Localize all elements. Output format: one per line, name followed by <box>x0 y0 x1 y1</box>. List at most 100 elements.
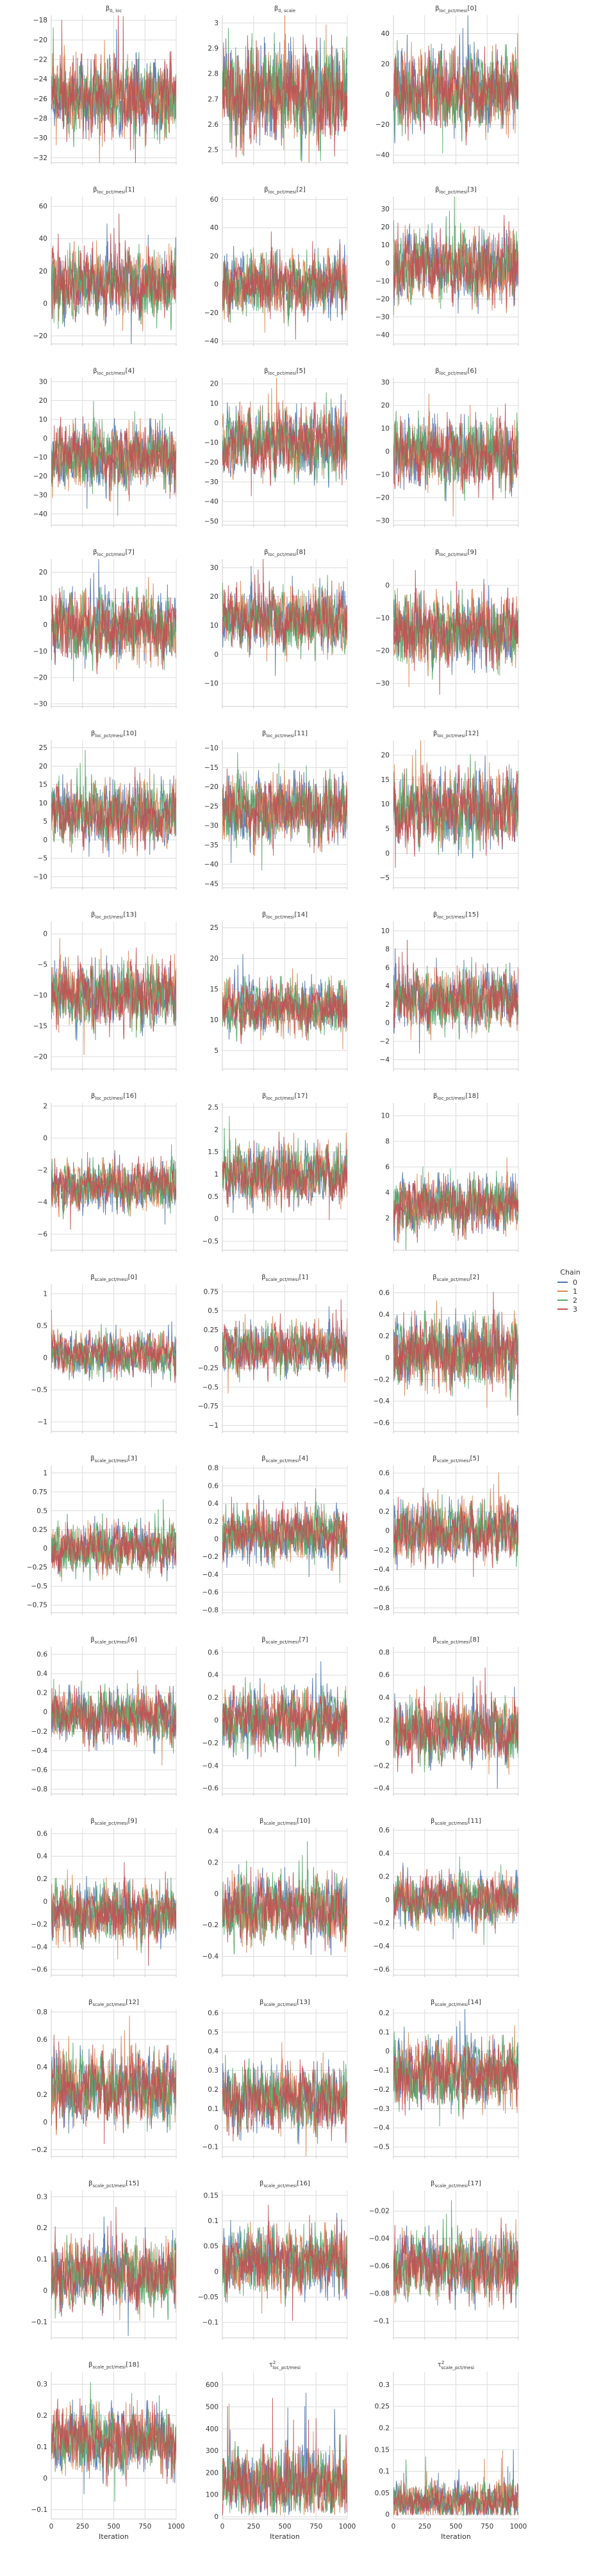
y-tick-label: 0 <box>43 2119 47 2126</box>
trace-lines <box>222 1299 347 1394</box>
y-tick-label: 10 <box>210 1016 218 1024</box>
x-tick-label: 750 <box>138 2523 151 2531</box>
y-tick-label: −15 <box>33 1022 47 1030</box>
panel-title: βloc_pct/mesi [9] <box>435 549 477 557</box>
y-tick-label: 0.75 <box>33 1488 47 1496</box>
panel-title-symbol: β <box>433 911 437 918</box>
y-tick-label: −0.4 <box>202 1762 219 1770</box>
x-tick-label: 750 <box>481 2523 493 2531</box>
panel-title: βscale_pct/mesi [1] <box>261 1274 308 1282</box>
trace-panel: βscale_pct/mesi [8] −0.4 −0.2 0 0.2 0.4 0.6 0.8 <box>374 1636 519 1796</box>
panel-title: βscale_pct/mesi [3] <box>90 1455 137 1463</box>
panel-title-subscript: scale_pct/mesi <box>92 2365 126 2370</box>
y-tick-label: −40 <box>204 498 218 506</box>
y-tick-label: 0 <box>214 2513 218 2521</box>
y-tick-label: −0.2 <box>31 1728 48 1736</box>
panel-title: βloc_pct/mesi [5] <box>264 368 306 376</box>
trace-lines <box>51 2206 176 2336</box>
y-tick-label: 0.75 <box>204 1288 218 1296</box>
y-tick-label: 0 <box>214 1890 218 1898</box>
y-tick-label: 0.4 <box>379 1489 390 1497</box>
panel-title: βloc_pct/mesi [11] <box>262 730 308 738</box>
y-tick-label: −0.06 <box>369 2263 390 2270</box>
x-tick-label: 1000 <box>339 2523 356 2531</box>
x-axis-label: Iteration <box>270 2532 300 2541</box>
panel-title-subscript: loc_pct/mesi <box>95 733 123 738</box>
y-tick-label: 2.6 <box>208 121 218 129</box>
y-tick-label: −1 <box>38 1419 47 1426</box>
panel-title-index: [16] <box>123 1093 136 1100</box>
trace-panel: βscale_pct/mesi [11] −0.6 −0.4 −0.2 0 0.2 0.4 0… <box>374 1818 519 1977</box>
trace-panel: βloc_pct/mesi [8] −10 0 10 20 30 <box>204 549 348 708</box>
legend-title: Chain <box>560 1268 580 1276</box>
trace-lines <box>222 954 347 1050</box>
y-tick-label: −10 <box>33 873 47 881</box>
panel-title: βloc_pct/mesi [14] <box>262 911 308 920</box>
y-tick-label: 0.2 <box>37 2091 47 2099</box>
y-tick-label: 25 <box>210 924 218 932</box>
panel-title: βscale_pct/mesi [7] <box>261 1636 308 1645</box>
y-tick-label: −40 <box>204 338 218 345</box>
y-tick-label: 10 <box>381 1113 390 1120</box>
y-tick-label: 0 <box>385 448 390 456</box>
y-tick-label: 20 <box>210 955 218 963</box>
trace-chain-3 <box>222 402 347 496</box>
y-tick-label: 10 <box>381 801 390 808</box>
panel-title-index: [3] <box>128 1455 137 1462</box>
y-tick-label: −0.5 <box>31 1583 48 1590</box>
panel-title-index: [4] <box>126 368 135 375</box>
y-tick-label: 2.5 <box>208 147 218 154</box>
y-tick-label: −30 <box>204 822 218 830</box>
panel-title-subscript: loc_pct/mesi <box>272 2365 301 2370</box>
panel-title-subscript: loc_pct/mesi <box>95 1096 123 1101</box>
y-tick-label: 0 <box>385 582 390 589</box>
y-tick-label: 20 <box>39 763 47 770</box>
y-tick-label: −0.1 <box>374 2067 390 2075</box>
y-tick-label: 0.05 <box>375 2490 390 2497</box>
y-tick-label: 100 <box>206 2491 218 2499</box>
trace-chain-2 <box>51 2382 176 2502</box>
x-axis-label: Iteration <box>441 2532 471 2541</box>
y-tick-label: 0.6 <box>379 1827 390 1834</box>
trace-panel: βscale_pct/mesi [5] −0.8 −0.6 −0.4 −0.2 0 0.2 0… <box>374 1455 519 1615</box>
trace-chain-3 <box>51 1862 176 1966</box>
trace-lines <box>222 752 347 871</box>
trace-panel: βloc_pct/mesi [5] −50 −40 −30 −20 −10 0 10 20 <box>204 368 348 527</box>
trace-panel: βscale_pct/mesi [2] −0.6 −0.4 −0.2 0 0.2 0.4 0.… <box>374 1274 519 1433</box>
trace-panel: βloc_pct/mesi [9] −30 −20 −10 0 <box>375 549 519 708</box>
y-tick-label: −40 <box>204 861 218 868</box>
trace-chain-3 <box>222 1866 347 1952</box>
panel-title-symbol: β <box>264 186 268 193</box>
y-tick-label: 5 <box>43 818 47 826</box>
y-tick-label: −0.1 <box>31 2319 48 2326</box>
trace-panel: βscale_pct/mesi [7] −0.6 −0.4 −0.2 0 0.2 0.4 0.… <box>202 1636 348 1796</box>
trace-lines <box>222 1661 347 1767</box>
y-tick-label: −0.25 <box>27 1564 47 1572</box>
y-tick-label: 0.15 <box>375 2446 390 2454</box>
y-tick-label: 30 <box>39 378 47 386</box>
y-tick-label: −4 <box>38 1199 48 1207</box>
panel-title-index: [17] <box>294 1093 308 1100</box>
y-tick-label: −0.1 <box>374 2318 390 2326</box>
y-tick-label: 20 <box>210 252 218 260</box>
y-tick-label: 0.05 <box>204 2243 218 2251</box>
y-tick-label: 0.25 <box>204 1326 218 1334</box>
trace-lines <box>393 2450 518 2516</box>
y-tick-label: −28 <box>33 115 47 123</box>
panel-title-subscript: loc_pct/mesi <box>440 190 468 195</box>
y-tick-label: 0 <box>385 91 390 99</box>
trace-lines <box>222 1841 347 1955</box>
y-tick-label: −18 <box>33 17 47 24</box>
y-tick-label: −0.1 <box>202 2319 219 2327</box>
y-tick-label: −0.6 <box>202 1589 219 1597</box>
trace-panel: βscale_pct/mesi [10] −0.4 −0.2 0 0.2 0.4 <box>202 1818 348 1977</box>
y-tick-label: 0.6 <box>208 2009 218 2017</box>
panel-title: βscale_pct/mesi [0] <box>90 1274 137 1282</box>
y-tick-label: −0.02 <box>369 2208 390 2215</box>
panel-title-index: [15] <box>465 911 479 918</box>
x-tick-label: 0 <box>49 2523 54 2531</box>
y-tick-label: −0.8 <box>374 1604 390 1612</box>
y-tick-label: 0.25 <box>375 2403 390 2411</box>
y-tick-label: −20 <box>375 494 390 501</box>
panel-title: βloc_pct/mesi [17] <box>262 1093 308 1101</box>
